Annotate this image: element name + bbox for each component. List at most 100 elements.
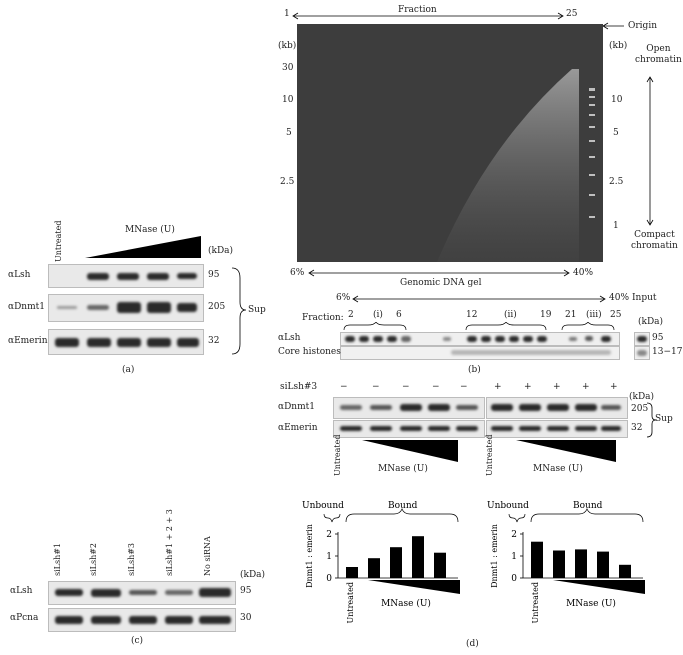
pct-high: 40%	[573, 268, 594, 278]
fraction-label: Fraction:	[302, 313, 344, 323]
x-untreated-label: Untreated	[531, 582, 540, 624]
caption-d: (d)	[466, 639, 479, 649]
histone-row-label: Core histones	[278, 347, 341, 357]
fraction-arrow	[292, 12, 564, 20]
bound-brace	[530, 508, 644, 523]
dnmt1-kda: 205	[208, 302, 226, 312]
plus-1: +	[494, 382, 502, 392]
x-axis-label: MNase (U)	[381, 598, 431, 609]
group-ii: (ii)	[504, 310, 517, 320]
kda-label-d: (kDa)	[629, 392, 655, 402]
minus-5: −	[460, 382, 468, 392]
y-tick-label: 2	[511, 530, 517, 540]
kb-right-10: 10	[611, 95, 623, 105]
emerin-kda-d: 32	[631, 423, 643, 433]
emerin-row-label-d: αEmerin	[278, 423, 318, 433]
kb-tick-30: 30	[282, 63, 294, 73]
pct-low-2: 6%	[336, 293, 351, 303]
mnase-label-d-left: MNase (U)	[378, 464, 428, 474]
fraction-start: 1	[284, 9, 290, 19]
dnmt1-row-label: αDnmt1	[8, 302, 45, 312]
bound-label: Bound	[573, 501, 603, 511]
mnase-wedge-d-right	[516, 440, 616, 462]
minus-1: −	[340, 382, 348, 392]
genomic-dna-gel	[297, 24, 603, 262]
gradient-arrow-2	[352, 295, 606, 303]
origin-label: Origin	[628, 21, 657, 31]
open-chromatin: Open chromatin	[635, 44, 682, 65]
pcna-blot	[48, 608, 236, 632]
lsh-fraction-blot	[340, 332, 620, 346]
fraction-19: 19	[540, 310, 552, 320]
unbound-brace	[323, 513, 341, 523]
caption-c: (c)	[131, 636, 144, 646]
sup-brace-d	[646, 402, 657, 438]
histone-kda: 13−17	[652, 347, 683, 357]
caption-b: (b)	[468, 365, 481, 375]
fraction-2: 2	[348, 310, 354, 320]
lsh-blot-c	[48, 581, 236, 605]
histone-input-blot	[634, 346, 650, 360]
kb-tick-5: 5	[286, 128, 292, 138]
lsh-blot	[48, 264, 204, 288]
bar-mnase-1	[553, 550, 565, 578]
emerin-kda: 32	[208, 336, 220, 346]
lane-silsh1: siLsh#1	[53, 542, 62, 576]
gradient-arrow	[308, 269, 570, 277]
y-tick-label: 0	[511, 574, 517, 584]
lsh-row-label-b: αLsh	[278, 333, 301, 343]
kb-right-5: 5	[613, 128, 619, 138]
kb-right: (kb)	[609, 41, 628, 51]
bound-brace	[345, 508, 459, 523]
plus-4: +	[582, 382, 590, 392]
dnmt1-row-label-d: αDnmt1	[278, 402, 315, 412]
kda-label-b: (kDa)	[638, 317, 664, 327]
input-label: Input	[632, 293, 657, 303]
lane-silsh2: siLsh#2	[89, 542, 98, 576]
lsh-row-label-c: αLsh	[10, 586, 33, 596]
minus-4: −	[432, 382, 440, 392]
untreated-d-right: Untreated	[485, 434, 494, 476]
untreated-d-left: Untreated	[333, 434, 342, 476]
untreated-lane-label: Untreated	[54, 220, 63, 262]
x-untreated-label: Untreated	[346, 582, 355, 624]
origin-arrow	[602, 22, 624, 30]
lane-silsh3: siLsh#3	[127, 542, 136, 576]
kb-tick-2-5: 2.5	[280, 177, 295, 187]
plus-3: +	[553, 382, 561, 392]
group-iii: (iii)	[586, 310, 602, 320]
y-axis-label: Dnmt1 : emerin	[305, 524, 314, 588]
kb-left: (kb)	[278, 41, 297, 51]
lane-nosirna: No siRNA	[203, 536, 212, 576]
caption-a: (a)	[122, 365, 135, 375]
kda-label: (kDa)	[208, 246, 234, 256]
lane-silsh123: siLsh#1 + 2 + 3	[165, 509, 174, 576]
bar-untreated	[346, 567, 358, 578]
bar-mnase-4	[434, 552, 446, 578]
silsh3-label: siLsh#3	[280, 382, 318, 392]
bar-mnase-1	[368, 558, 380, 578]
bar-untreated	[531, 541, 543, 578]
dnmt1-kda-d: 205	[631, 404, 649, 414]
fraction-21: 21	[565, 310, 577, 320]
bar-mnase-3	[412, 536, 424, 578]
group-braces	[343, 322, 615, 331]
fraction-12: 12	[466, 310, 478, 320]
y-tick-label: 0	[326, 574, 332, 584]
minus-3: −	[402, 382, 410, 392]
kb-right-1: 1	[613, 221, 619, 231]
unbound-label: Unbound	[302, 501, 344, 511]
pcna-kda: 30	[240, 613, 252, 623]
mnase-wedge	[85, 236, 201, 258]
bar-mnase-2	[575, 549, 587, 578]
y-tick-label: 1	[326, 552, 332, 562]
dnmt1-blot	[48, 294, 204, 322]
lsh-kda-b: 95	[652, 333, 664, 343]
sup-label-d: Sup	[655, 414, 673, 424]
emerin-blot	[48, 329, 204, 355]
pcna-row-label: αPcna	[10, 613, 39, 623]
minus-2: −	[372, 382, 380, 392]
sup-brace	[231, 267, 247, 355]
sup-label: Sup	[248, 305, 266, 315]
bar-chart-right: Unbound Bound 0 1 2 Dnmt1 : emerin Untreated MN…	[487, 501, 645, 624]
